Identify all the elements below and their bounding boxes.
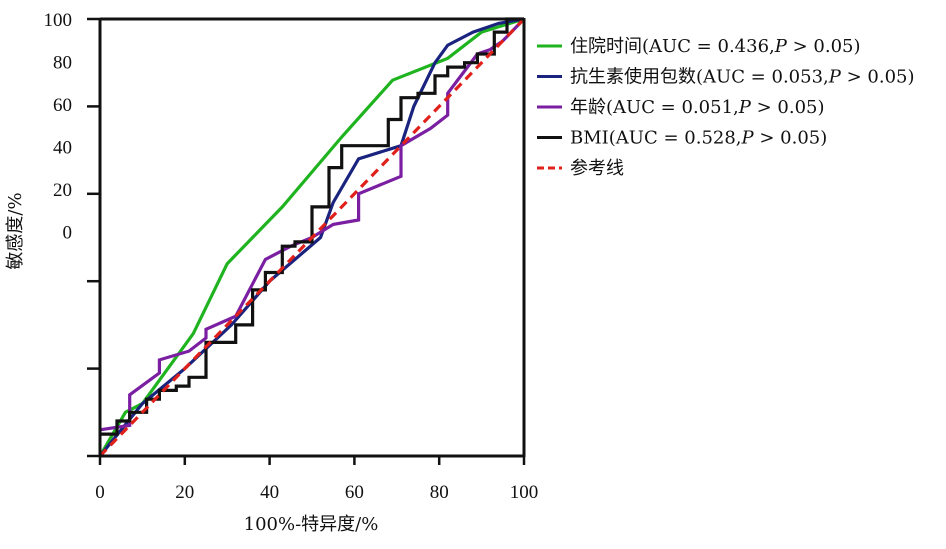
y-tick-label: 60 [53,95,72,116]
x-tick-label: 0 [95,482,105,503]
legend-auc: (AUC = 0.053, [696,67,829,88]
legend-entry: BMI(AUC = 0.528,P > 0.05) [570,128,827,149]
series-line-年龄 [99,17,526,432]
x-axis-title: 100%-特异度/% [244,514,379,535]
x-tick-label: 40 [260,482,279,503]
y-axis-title: 敏感度/% [5,192,26,269]
y-tick-label: 80 [53,53,72,74]
legend-p-value: > 0.05) [841,67,915,88]
legend-p-value: > 0.05) [754,128,828,149]
legend-auc: (AUC = 0.051, [606,97,739,118]
series-layer [98,17,526,458]
legend-series-name: 参考线 [570,158,624,179]
series-line-参考线 [98,17,526,458]
legend-p-symbol: P [741,128,755,149]
y-tick-label: 20 [53,180,72,201]
legend-p-symbol: P [774,36,788,57]
legend-p-value: > 0.05) [751,97,825,118]
legend-p-symbol: P [738,97,752,118]
x-tick-label: 80 [430,482,449,503]
y-tick-label: 0 [63,223,73,244]
legend-entry: 住院时间(AUC = 0.436,P > 0.05) [570,36,861,57]
y-tick-label: 40 [53,138,72,159]
legend-entry: 年龄(AUC = 0.051,P > 0.05) [570,97,825,118]
legend-auc: (AUC = 0.528, [609,128,742,149]
legend-series-name: 抗生素使用包数 [570,67,696,88]
series-line-住院时间 [98,17,525,457]
legend-series-name: 住院时间 [570,36,642,57]
x-ticks: 0 20 40 60 80 100 [95,456,538,503]
y-ticks: 100 80 60 40 20 0 [44,10,100,458]
legend-auc: (AUC = 0.436, [642,36,775,57]
legend-entry: 参考线 [570,158,624,179]
x-tick-label: 20 [175,482,194,503]
legend-series-name: BMI [570,128,609,149]
legend-p-value: > 0.05) [787,36,861,57]
legend-entry: 抗生素使用包数(AUC = 0.053,P > 0.05) [570,67,915,88]
legend-series-name: 年龄 [570,97,606,118]
legend: 住院时间(AUC = 0.436,P > 0.05)抗生素使用包数(AUC = … [537,36,915,179]
x-tick-label: 60 [345,482,364,503]
y-tick-label: 100 [44,10,73,31]
x-tick-label: 100 [510,482,539,503]
legend-p-symbol: P [828,67,842,88]
axes-layer [98,17,526,458]
